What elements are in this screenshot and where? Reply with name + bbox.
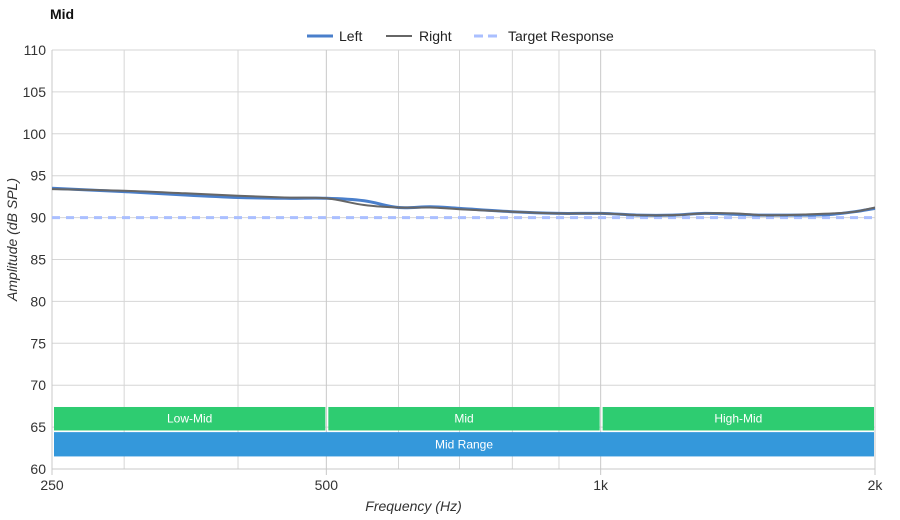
x-axis-title: Frequency (Hz): [365, 498, 461, 514]
frequency-band: [328, 406, 600, 431]
x-tick-label: 1k: [593, 477, 609, 493]
y-tick-label: 65: [30, 419, 46, 435]
y-tick-label: 95: [30, 168, 46, 184]
y-tick-label: 105: [23, 84, 47, 100]
y-tick-label: 60: [30, 461, 46, 477]
y-tick-label: 110: [24, 42, 47, 58]
frequency-band: [602, 406, 874, 431]
chart-title: Mid: [50, 6, 75, 22]
frequency-band: [54, 432, 874, 457]
frequency-band: [54, 406, 326, 431]
legend-label[interactable]: Left: [339, 28, 362, 44]
frequency-band-label: Low-Mid: [167, 412, 212, 426]
y-tick-label: 80: [30, 293, 46, 309]
series-line-right: [51, 188, 876, 217]
y-tick-label: 90: [30, 210, 46, 226]
y-tick-label: 75: [30, 335, 46, 351]
y-tick-label: 85: [30, 252, 46, 268]
x-tick-label: 250: [40, 477, 64, 493]
legend-label[interactable]: Target Response: [508, 28, 614, 44]
y-tick-label: 100: [23, 126, 47, 142]
frequency-band-label: Mid Range: [435, 437, 493, 451]
x-tick-label: 2k: [868, 477, 884, 493]
frequency-band-label: Mid: [454, 412, 473, 426]
y-tick-label: 70: [30, 377, 46, 393]
x-tick-label: 500: [315, 477, 339, 493]
y-axis-title: Amplitude (dB SPL): [4, 178, 20, 302]
frequency-band-label: High-Mid: [714, 412, 762, 426]
legend-label[interactable]: Right: [419, 28, 452, 44]
